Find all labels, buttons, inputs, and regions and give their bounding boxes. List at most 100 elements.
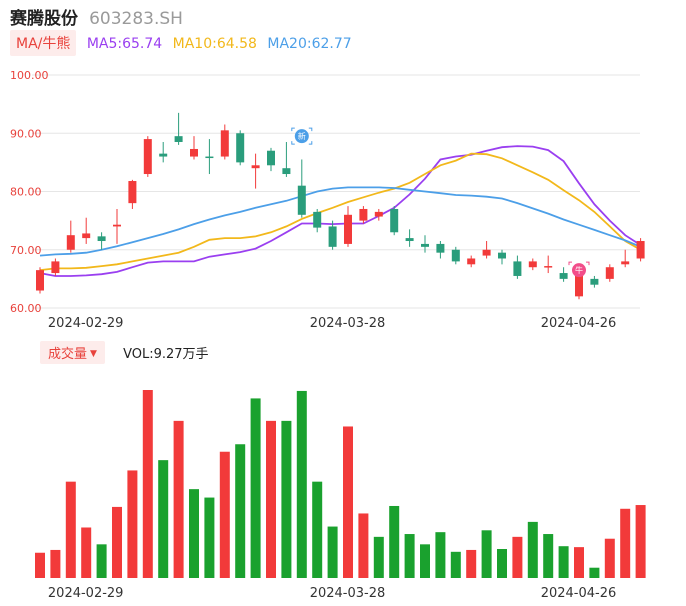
candle: [467, 255, 476, 268]
volume-bar: [574, 547, 584, 578]
stock-code: 603283.SH: [89, 9, 183, 29]
y-tick-label: 80.00: [10, 186, 42, 199]
ma20-label: MA20:62.77: [267, 36, 352, 52]
bull-marker: 牛: [568, 261, 590, 278]
candle: [621, 249, 630, 268]
candle: [451, 246, 460, 265]
candle-body: [636, 241, 645, 259]
volume-bar: [266, 420, 276, 578]
volume-bar: [481, 530, 492, 578]
volume-bar: [189, 489, 199, 578]
caret-down-icon: ▼: [90, 349, 97, 359]
candle-body: [575, 275, 583, 297]
volume-value: VOL:9.27万手: [123, 347, 209, 362]
candle-body: [190, 148, 198, 157]
candle-body: [297, 185, 306, 215]
ma-type-selector[interactable]: MA/牛熊: [10, 30, 77, 56]
candle-body: [482, 249, 491, 256]
volume-bar: [420, 544, 430, 578]
volume-bar: [543, 534, 554, 578]
volume-bar: [35, 552, 45, 578]
candle: [282, 141, 291, 177]
bull-marker-circle: [572, 263, 586, 278]
candle: [636, 238, 645, 262]
candle-body: [143, 139, 152, 175]
date-axis-labels: 2024-02-29 2024-03-28 2024-04-26: [48, 316, 616, 331]
y-tick-label: 70.00: [10, 244, 42, 257]
volume-bar: [466, 549, 477, 578]
candle-body: [51, 261, 60, 274]
stock-name: 赛腾股份: [10, 9, 78, 29]
y-tick-label: 100.00: [10, 69, 49, 82]
candle: [528, 258, 537, 271]
volume-bar: [389, 505, 400, 578]
volume-bar: [204, 497, 215, 578]
ma10-line: [39, 152, 642, 271]
candle: [297, 159, 306, 218]
candle-body: [467, 258, 476, 265]
volume-bar: [327, 526, 338, 578]
candle: [159, 141, 168, 163]
ma5-line: [39, 145, 642, 277]
candle: [359, 206, 368, 224]
candle-body: [267, 150, 275, 166]
candle-body: [451, 249, 460, 262]
candle: [113, 208, 121, 244]
volume-bar: [497, 549, 507, 578]
candle-body: [436, 243, 445, 253]
new-high-marker-circle: [294, 129, 309, 144]
y-tick-label: 60.00: [10, 302, 42, 315]
candle: [328, 220, 337, 250]
ma5-label: MA5:65.74: [86, 36, 163, 52]
volume-x-tick-label: 2024-04-26: [541, 586, 617, 601]
volume-bar: [358, 513, 369, 578]
volume-x-tick-label: 2024-02-29: [48, 586, 124, 601]
candle: [36, 267, 44, 294]
ma-legend: MA/牛熊 MA5:65.74 MA10:64.58 MA20:62.77: [10, 30, 352, 56]
candle-body: [374, 211, 383, 217]
candle: [575, 273, 583, 300]
candle: [174, 112, 183, 145]
candle-body: [513, 261, 522, 276]
volume-bar: [604, 538, 615, 578]
ma20-line: [39, 186, 641, 257]
x-tick-label: 2024-04-26: [541, 316, 617, 331]
candle-body: [328, 226, 337, 247]
candle-body: [621, 261, 630, 265]
volume-bar: [527, 521, 538, 578]
candle: [559, 267, 568, 282]
volume-bar: [635, 505, 646, 578]
volume-date-axis-labels: 2024-02-29 2024-03-28 2024-04-26: [48, 586, 616, 601]
candle: [66, 220, 75, 253]
candle-body: [498, 252, 506, 259]
candle-body: [559, 273, 568, 279]
candle-body: [220, 130, 229, 157]
stock-header: 赛腾股份 603283.SH: [10, 4, 183, 29]
candle: [482, 241, 491, 259]
candle-body: [528, 261, 537, 268]
candle: [590, 275, 599, 288]
volume-bar: [373, 536, 384, 578]
volume-bar: [96, 544, 107, 578]
volume-bar: [312, 481, 323, 578]
bull-marker-text: 牛: [575, 265, 583, 275]
candle: [143, 136, 152, 177]
candle-body: [605, 267, 614, 279]
bull-marker-frame: [568, 261, 590, 266]
volume-bar: [219, 451, 230, 578]
candle-body: [82, 233, 91, 239]
price-grid: [32, 74, 640, 309]
candle-body: [313, 211, 322, 228]
moving-average-lines: [39, 145, 642, 277]
candle-body: [390, 208, 399, 233]
volume-indicator-selector[interactable]: 成交量 ▼: [40, 341, 105, 364]
candle: [436, 241, 445, 259]
volume-bar: [435, 532, 446, 578]
candle: [190, 136, 198, 160]
x-tick-label: 2024-02-29: [48, 316, 124, 331]
y-tick-label: 90.00: [10, 127, 42, 140]
volume-bar: [404, 534, 415, 578]
candle: [513, 255, 522, 279]
candle-body: [66, 235, 75, 250]
